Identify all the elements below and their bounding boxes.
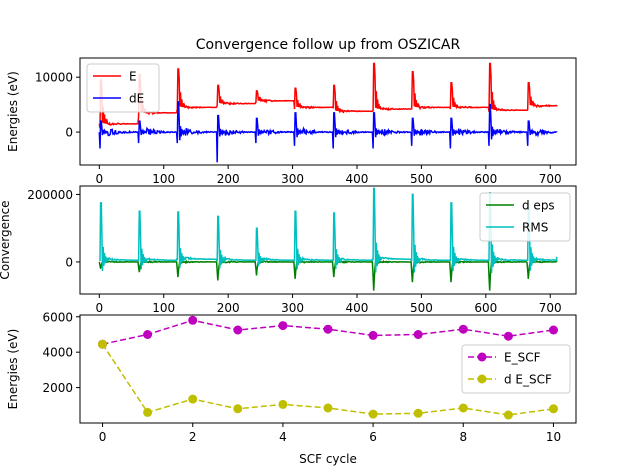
data-point-d-e_scf-4 — [278, 399, 288, 409]
x-tick-label: 4 — [279, 430, 287, 444]
x-tick-label: 2 — [189, 430, 197, 444]
series-line-de — [98, 101, 558, 163]
data-point-e_scf-10 — [549, 325, 558, 335]
y-axis-label: Convergence — [0, 200, 12, 279]
series-group — [98, 315, 558, 420]
legend-marker — [477, 374, 487, 384]
data-point-d-e_scf-0 — [98, 339, 107, 349]
data-point-e_scf-8 — [458, 324, 468, 334]
x-tick-label: 500 — [410, 172, 433, 186]
y-tick-label: 6000 — [42, 310, 73, 324]
legend-marker — [477, 352, 487, 362]
series-line-d-eps — [98, 258, 558, 291]
data-point-e_scf-9 — [503, 331, 513, 341]
axes-frame — [79, 185, 577, 295]
y-axis-label: Energies (eV) — [6, 329, 20, 410]
data-point-d-e_scf-2 — [188, 394, 198, 404]
data-point-e_scf-2 — [188, 315, 198, 325]
legend-label: d eps — [522, 199, 555, 213]
legend-label: E_SCF — [504, 351, 541, 365]
scf-energy-panel: 0 2 4 6 8 10 2000 4000 6000 Energies (eV) SCF cycl… — [6, 310, 577, 466]
y-tick-label: 0 — [65, 255, 73, 269]
series-line-rms — [99, 187, 558, 273]
series-group — [98, 62, 558, 163]
data-point-d-e_scf-10 — [549, 404, 558, 414]
energy-panel: 0 100 200 300 400 500 600 700 0 10000 Energies (eV… — [6, 57, 577, 186]
x-tick-label: 0 — [96, 301, 104, 315]
series-line-e — [98, 62, 558, 129]
data-point-d-e_scf-8 — [458, 403, 468, 413]
x-tick-label: 0 — [96, 172, 104, 186]
legend-label: d E_SCF — [504, 373, 552, 387]
data-point-d-e_scf-5 — [323, 403, 333, 413]
x-tick-label: 200 — [217, 172, 240, 186]
legend: EdE — [86, 63, 160, 113]
y-tick-label: 2000 — [42, 381, 73, 395]
x-tick-label: 100 — [152, 301, 175, 315]
legend-label: dE — [129, 92, 144, 106]
x-tick-label: 600 — [474, 301, 497, 315]
axes-frame — [79, 314, 577, 424]
data-point-d-e_scf-7 — [413, 408, 423, 418]
data-point-d-e_scf-3 — [233, 404, 243, 414]
data-point-e_scf-6 — [368, 330, 378, 340]
y-tick-label: 10000 — [35, 71, 73, 85]
x-tick-label: 0 — [99, 430, 107, 444]
x-tick-label: 700 — [539, 172, 562, 186]
data-point-e_scf-7 — [413, 330, 423, 339]
figure-title: Convergence follow up from OSZICAR — [196, 37, 461, 53]
x-tick-label: 6 — [369, 430, 377, 444]
x-tick-label: 500 — [410, 301, 433, 315]
data-point-e_scf-4 — [278, 321, 288, 331]
convergence-panel: 0 100 200 300 400 500 600 700 0 200000 Convergence… — [0, 185, 577, 315]
data-point-d-e_scf-1 — [143, 407, 153, 417]
y-tick-label: 0 — [65, 126, 73, 140]
x-tick-label: 8 — [459, 430, 467, 444]
y-tick-label: 4000 — [42, 346, 73, 360]
axes-frame — [79, 57, 577, 166]
x-tick-label: 400 — [346, 172, 369, 186]
x-tick-label: 200 — [217, 301, 240, 315]
x-tick-label: 600 — [474, 172, 497, 186]
x-tick-label: 10 — [546, 430, 561, 444]
x-tick-label: 400 — [346, 301, 369, 315]
data-point-d-e_scf-6 — [368, 409, 378, 419]
data-point-e_scf-5 — [323, 324, 333, 334]
x-tick-label: 300 — [281, 301, 304, 315]
data-point-e_scf-1 — [143, 330, 153, 339]
data-point-d-e_scf-9 — [503, 410, 513, 420]
x-axis-label: SCF cycle — [299, 452, 357, 466]
y-axis-label: Energies (eV) — [6, 71, 20, 152]
x-tick-label: 300 — [281, 172, 304, 186]
data-point-e_scf-3 — [233, 325, 243, 335]
x-tick-label: 100 — [152, 172, 175, 186]
x-tick-label: 700 — [539, 301, 562, 315]
y-tick-label: 200000 — [27, 188, 73, 202]
legend: d eps RMS — [479, 192, 571, 242]
series-group — [98, 187, 558, 291]
legend-label: E — [129, 70, 137, 84]
legend-label: RMS — [522, 221, 548, 235]
legend-box — [86, 63, 160, 113]
